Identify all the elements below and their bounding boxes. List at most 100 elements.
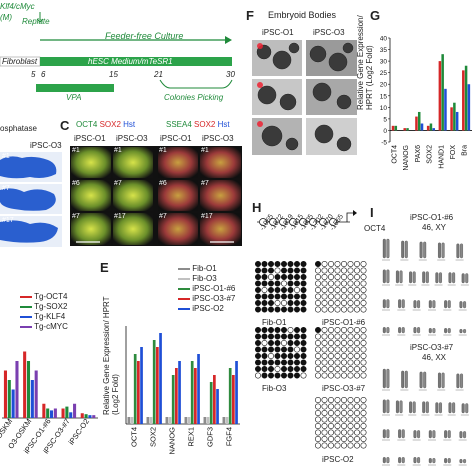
- chromosome: [423, 241, 427, 259]
- cpg-dot: [328, 306, 335, 313]
- ap-clone-1: #1: [2, 153, 10, 160]
- e-bar: [232, 375, 235, 424]
- cpg-dot: [254, 293, 262, 300]
- cpg-dot: [293, 340, 300, 347]
- cpg-dot: [268, 366, 275, 373]
- cpg-dot: [334, 366, 341, 373]
- d-bar: [61, 408, 65, 418]
- chromosome: [459, 459, 463, 464]
- cpg-dot: [334, 410, 341, 417]
- chromosome: [412, 271, 416, 284]
- stain-oct4: OCT4: [76, 120, 98, 129]
- g-xtick-label: PAX6: [415, 145, 422, 162]
- cpg-dot: [254, 280, 262, 287]
- chromosome: [395, 270, 399, 284]
- cpg-dot: [261, 286, 268, 293]
- cpg-dot: [334, 327, 341, 334]
- chromosome: [382, 457, 386, 464]
- chromosome: [382, 238, 386, 259]
- cpg-dot: [341, 436, 348, 443]
- cpg-dot: [328, 274, 335, 281]
- karyotype-2-image: [382, 368, 469, 466]
- cpg-dot: [261, 333, 268, 340]
- karyotype-1-name: iPSC-O1-#6: [410, 213, 454, 222]
- g-bar: [464, 65, 468, 131]
- cpg-dot: [360, 333, 367, 340]
- cpg-dot: [254, 340, 262, 347]
- e-bar: [175, 368, 178, 424]
- cpg-dot: [328, 280, 335, 287]
- cpg-dot: [274, 299, 281, 306]
- chromosome: [399, 270, 403, 284]
- cpg-dot: [341, 346, 348, 353]
- cpg-dot: [354, 299, 361, 306]
- chromosome: [448, 272, 452, 284]
- cpg-dot: [287, 359, 294, 366]
- cpg-dot: [268, 353, 275, 360]
- cpg-dot: [300, 346, 307, 353]
- cpg-dot: [347, 306, 354, 313]
- chromosome: [428, 328, 432, 334]
- cpg-dot: [314, 410, 321, 417]
- chromosome: [422, 401, 426, 414]
- chromosome: [447, 300, 451, 309]
- chromosome: [439, 272, 442, 284]
- cpg-dot: [354, 340, 361, 347]
- cpg-dot: [347, 274, 354, 281]
- cpg-dot: [334, 267, 341, 274]
- cpg-dot: [261, 372, 268, 379]
- cpg-dot: [293, 306, 300, 313]
- cpg-dot: [321, 333, 328, 340]
- cpg-dot: [328, 293, 335, 300]
- cpg-dot: [321, 366, 328, 373]
- chromosome: [441, 242, 445, 259]
- cpg-dot: [341, 280, 348, 287]
- cpg-dot: [321, 436, 328, 443]
- d-bar: [65, 406, 69, 418]
- cpg-dot: [300, 260, 307, 268]
- chromosome: [432, 458, 436, 464]
- chromosome: [461, 403, 465, 414]
- cpg-dot: [261, 353, 268, 360]
- chromosome: [444, 458, 448, 464]
- cpg-dot: [328, 366, 335, 373]
- cpg-dot: [328, 403, 335, 410]
- cpg-dot: [360, 280, 367, 287]
- cpg-dot: [347, 416, 354, 423]
- cpg-dot: [261, 366, 268, 373]
- cpg-dot: [341, 416, 348, 423]
- cpg-dot: [300, 333, 307, 340]
- cpg-dot: [287, 306, 294, 313]
- chromosome: [465, 403, 469, 414]
- cpg-dot: [261, 299, 268, 306]
- c-r3-c3: #7: [159, 213, 167, 220]
- e-bar: [190, 361, 194, 424]
- ap-clone-17: #17: [2, 217, 14, 224]
- cpg-dot: [360, 299, 367, 306]
- chromosome: [382, 429, 386, 439]
- c-r3-c1: #7: [72, 213, 80, 220]
- chromosome: [386, 368, 390, 389]
- chromosome: [422, 271, 426, 284]
- cpg-dot: [354, 366, 361, 373]
- oct4-gene-label: OCT4: [364, 224, 386, 233]
- chromosome: [459, 329, 463, 334]
- cpg-dot: [334, 274, 341, 281]
- cpg-dot: [300, 372, 307, 379]
- cpg-dot: [328, 410, 335, 417]
- cpg-dot: [347, 372, 354, 379]
- cpg-dot: [347, 442, 354, 449]
- cpg-dot: [354, 429, 361, 436]
- chromosome: [417, 327, 421, 334]
- legend-ipsc-o2: iPSC-O2: [178, 304, 235, 314]
- cpg-dot: [341, 442, 348, 449]
- cpg-dot: [354, 267, 361, 274]
- cpg-dot: [300, 293, 307, 300]
- panel-e-legend: Fib-O1 Fib-O3 iPSC-O1-#6 iPSC-O3-#7 iPSC…: [178, 264, 235, 314]
- cpg-dot: [293, 293, 300, 300]
- cpg-dot: [328, 353, 335, 360]
- cpg-dot: [360, 423, 367, 430]
- cpg-dot: [314, 353, 321, 360]
- g-xtick-label: SOX2: [427, 145, 434, 164]
- g-bar: [432, 128, 435, 131]
